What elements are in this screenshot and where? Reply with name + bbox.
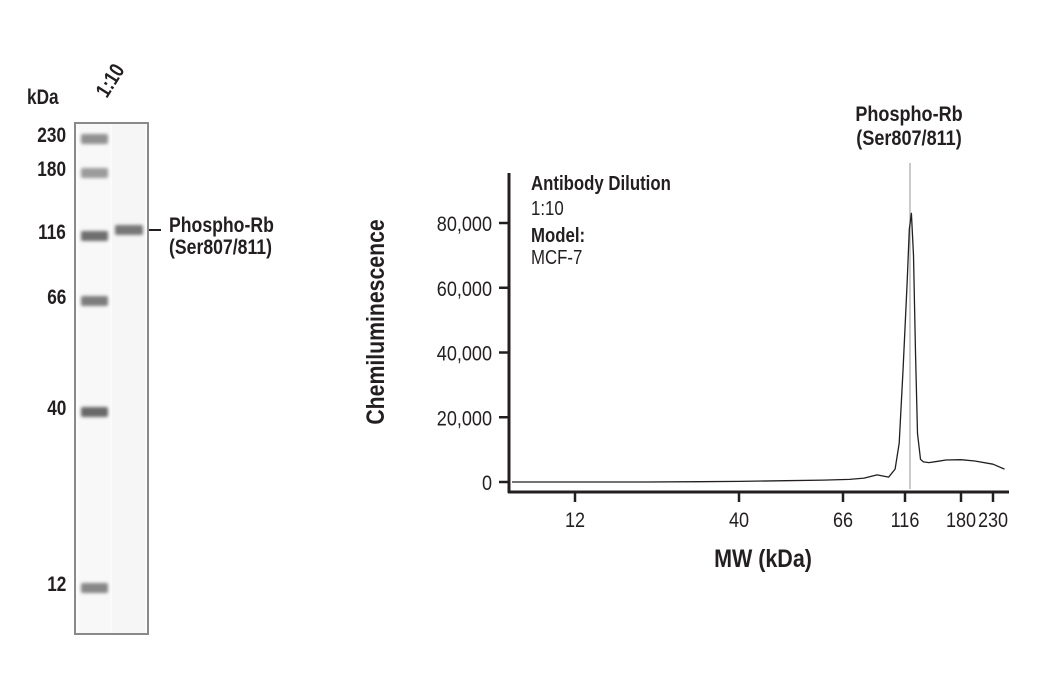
model-title: Model:	[531, 224, 585, 247]
ladder-band	[81, 134, 108, 144]
peak-label-name: Phospho-Rb	[855, 103, 962, 127]
ladder-band	[81, 168, 108, 178]
mw-marker-label: 180	[37, 158, 66, 181]
target-label-site: (Ser807/811)	[169, 236, 272, 259]
y-tick-label: 80,000	[437, 213, 492, 237]
peak-label-site: (Ser807/811)	[856, 127, 961, 151]
target-label-name: Phospho-Rb	[169, 214, 274, 237]
x-axis-ticks: 12 40 66 116 180 230	[565, 492, 1008, 532]
model-value: MCF-7	[531, 246, 582, 269]
mw-marker-label: 66	[46, 286, 66, 309]
y-tick-label: 40,000	[437, 342, 492, 366]
ladder-band	[81, 231, 108, 241]
x-tick-label: 230	[978, 509, 1008, 533]
target-pointer-line	[149, 229, 161, 231]
x-axis-title: MW (kDa)	[714, 544, 812, 572]
legend-title: Antibody Dilution	[531, 172, 671, 195]
ladder-band	[81, 583, 108, 593]
mw-marker-label: 12	[46, 573, 66, 596]
legend-value: 1:10	[531, 197, 564, 220]
sample-band	[115, 225, 143, 235]
target-band-label: Phospho-Rb (Ser807/811)	[169, 215, 274, 259]
gel-unit-label: kDa	[27, 86, 59, 109]
y-axis-title: Chemiluminescence	[361, 219, 389, 424]
ladder-band	[81, 296, 108, 306]
y-axis-ticks: 0 20,000 40,000 60,000 80,000	[437, 213, 509, 496]
ladder-band	[81, 407, 108, 417]
mw-marker-label: 116	[38, 221, 66, 244]
y-tick-label: 60,000	[437, 278, 492, 302]
y-tick-label: 20,000	[437, 407, 492, 431]
y-tick-label: 0	[482, 472, 492, 496]
x-tick-label: 40	[729, 509, 749, 533]
mw-marker-label: 230	[37, 124, 66, 147]
mw-marker-label: 40	[46, 397, 66, 420]
x-tick-label: 180	[946, 509, 976, 533]
x-tick-label: 116	[891, 509, 920, 533]
gel-image	[74, 122, 149, 635]
data-series-line	[512, 212, 1005, 483]
sample-lane	[112, 124, 145, 633]
x-tick-label: 66	[833, 509, 853, 533]
x-tick-label: 12	[565, 509, 585, 533]
ladder-lane	[79, 124, 110, 633]
